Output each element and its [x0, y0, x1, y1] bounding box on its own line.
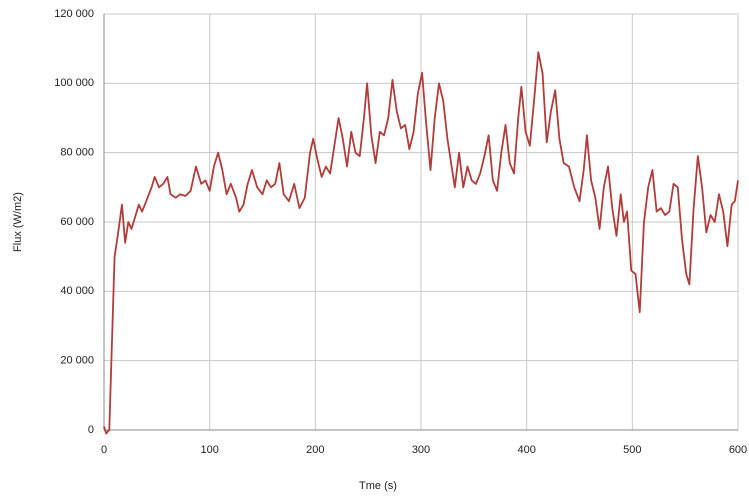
x-tick-label: 100: [200, 444, 218, 456]
y-tick-label: 120 000: [54, 8, 94, 20]
x-tick-label: 0: [101, 444, 107, 456]
y-axis-label: Flux (W/m2): [12, 192, 24, 252]
x-tick-label: 600: [729, 444, 747, 456]
y-tick-label: 20 000: [60, 355, 94, 367]
y-tick-label: 40 000: [60, 285, 94, 297]
y-tick-label: 0: [88, 424, 94, 436]
x-tick-label: 200: [306, 444, 324, 456]
x-tick-label: 400: [517, 444, 535, 456]
y-tick-label: 100 000: [54, 77, 94, 89]
y-tick-label: 60 000: [60, 216, 94, 228]
y-tick-label: 80 000: [60, 147, 94, 159]
x-tick-label: 500: [623, 444, 641, 456]
data-line: [103, 51, 739, 435]
x-tick-label: 300: [412, 444, 430, 456]
x-axis-label: Tme (s): [359, 480, 397, 492]
